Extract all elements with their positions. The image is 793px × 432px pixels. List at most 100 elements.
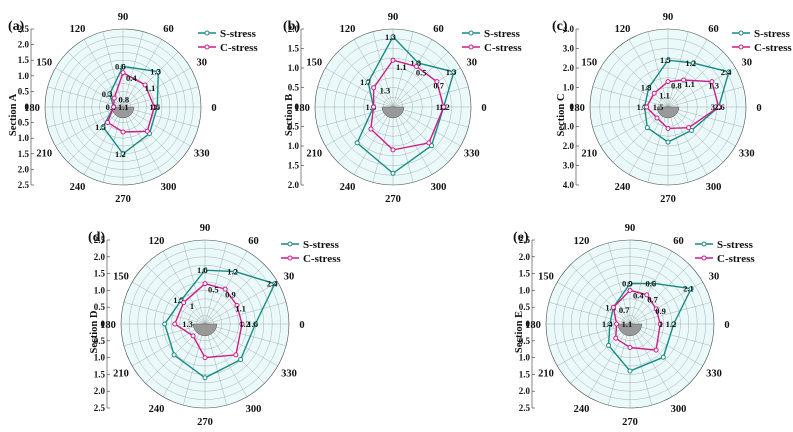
data-label: 1.3 <box>708 80 719 90</box>
radial-tick-label: 2.5 <box>519 235 531 245</box>
radial-tick-label: 1.5 <box>519 269 531 279</box>
grid-ring <box>107 91 139 123</box>
data-point <box>651 90 657 96</box>
radial-tick-label: 0.5 <box>18 118 30 128</box>
radial-tick-label: 0.5 <box>288 83 300 93</box>
grid-ring <box>353 67 433 147</box>
radial-tick-label: 0.5 <box>519 336 531 346</box>
data-label: 1.2 <box>685 58 696 68</box>
data-label: 1.2 <box>227 267 238 277</box>
data-label: 1.3 <box>182 319 193 329</box>
data-label: 0.7 <box>433 80 444 90</box>
data-label: 1.7 <box>637 102 648 112</box>
data-point <box>426 140 432 146</box>
grid-ring <box>137 256 273 392</box>
radial-tick-label: 0.5 <box>94 302 106 312</box>
data-point <box>181 300 187 306</box>
grid-ring <box>562 256 698 392</box>
legend-label: C-stress <box>220 42 258 54</box>
section-title: Section C <box>556 94 567 137</box>
data-point <box>627 368 633 374</box>
data-point <box>233 352 239 358</box>
legend-label: S-stress <box>717 239 754 251</box>
radial-tick-label: 1.0 <box>288 141 300 151</box>
data-label: 1.7 <box>360 77 371 87</box>
radial-tick-label: 2.5 <box>18 24 30 34</box>
polar-panel-a: 0 30 60 90 120 150 180 210 240 270 300 330 2.5 2.0 1.5… <box>8 12 258 205</box>
legend-marker <box>701 255 707 261</box>
angle-tick-label: 210 <box>581 149 597 160</box>
angle-tick-label: 150 <box>538 272 554 283</box>
data-label: 0.8 <box>118 94 129 104</box>
angle-tick-label: 150 <box>581 58 597 69</box>
center-shade <box>656 106 680 119</box>
radial-tick-label: 0 <box>570 102 575 112</box>
data-point <box>657 321 663 327</box>
angle-tick-label: 180 <box>569 103 585 114</box>
grid-ring <box>628 67 708 147</box>
data-label: 1.1 <box>622 319 633 329</box>
legend-marker <box>287 255 293 261</box>
angle-tick-label: 90 <box>625 223 636 234</box>
data-point <box>644 125 650 131</box>
legend-marker <box>738 44 744 50</box>
data-label: 0.9 <box>106 102 117 112</box>
radial-tick-label: 0 <box>526 319 531 329</box>
data-label: 0.3 <box>102 89 113 99</box>
data-point <box>111 104 117 110</box>
angle-tick-label: 240 <box>70 182 86 193</box>
data-point <box>368 126 374 132</box>
data-point <box>606 342 612 348</box>
data-point <box>644 292 650 298</box>
grid-ring <box>68 52 178 162</box>
radial-tick-label: 1.0 <box>563 83 575 93</box>
data-point <box>100 124 106 130</box>
grid-ring <box>613 307 648 342</box>
data-label: 0.9 <box>622 279 633 289</box>
angle-tick-label: 210 <box>306 149 322 160</box>
angle-tick-label: 90 <box>663 12 674 23</box>
data-point <box>144 128 150 134</box>
data-label: 0.8 <box>671 80 682 90</box>
angle-tick-label: 300 <box>706 182 722 193</box>
angle-tick-label: 0 <box>724 320 729 331</box>
data-point <box>686 125 692 131</box>
data-label: 1.3 <box>380 86 391 96</box>
angle-tick-label: 240 <box>340 182 356 193</box>
radial-tick-label: 1.0 <box>519 353 531 363</box>
angle-tick-label: 330 <box>194 149 210 160</box>
data-point <box>627 281 633 287</box>
series-line-c-stress <box>173 282 243 359</box>
data-label: 1.3 <box>385 32 396 42</box>
data-label: 1 <box>190 301 194 311</box>
angle-tick-label: 30 <box>284 272 295 283</box>
data-label: 3.6 <box>711 102 722 112</box>
radial-tick-label: 0 <box>101 319 106 329</box>
legend-label: S-stress <box>754 28 791 40</box>
data-label: 1 <box>153 102 157 112</box>
grid-ring <box>179 298 231 350</box>
data-point <box>172 321 178 327</box>
grid-ring <box>363 77 423 137</box>
data-point <box>238 357 244 363</box>
legend-label: S-stress <box>220 28 257 40</box>
radial-tick-label: 1.5 <box>288 44 300 54</box>
data-point <box>688 286 694 292</box>
data-point <box>646 85 652 91</box>
data-point <box>252 321 258 327</box>
legend-marker <box>738 30 744 36</box>
data-label: 1.2 <box>115 149 126 159</box>
angle-tick-label: 330 <box>281 369 297 380</box>
data-point <box>441 104 447 110</box>
angle-tick-label: 300 <box>246 404 262 415</box>
data-point <box>665 139 671 145</box>
data-point <box>354 140 360 146</box>
radial-tick-label: 2.0 <box>94 252 106 262</box>
grid-ring <box>187 307 222 342</box>
angle-tick-label: 0 <box>211 103 216 114</box>
angle-tick-label: 300 <box>431 182 447 193</box>
angle-tick-label: 120 <box>149 236 165 247</box>
grid-ring <box>609 48 727 166</box>
data-label: 1.1 <box>145 83 156 93</box>
legend-label: C-stress <box>484 42 522 54</box>
